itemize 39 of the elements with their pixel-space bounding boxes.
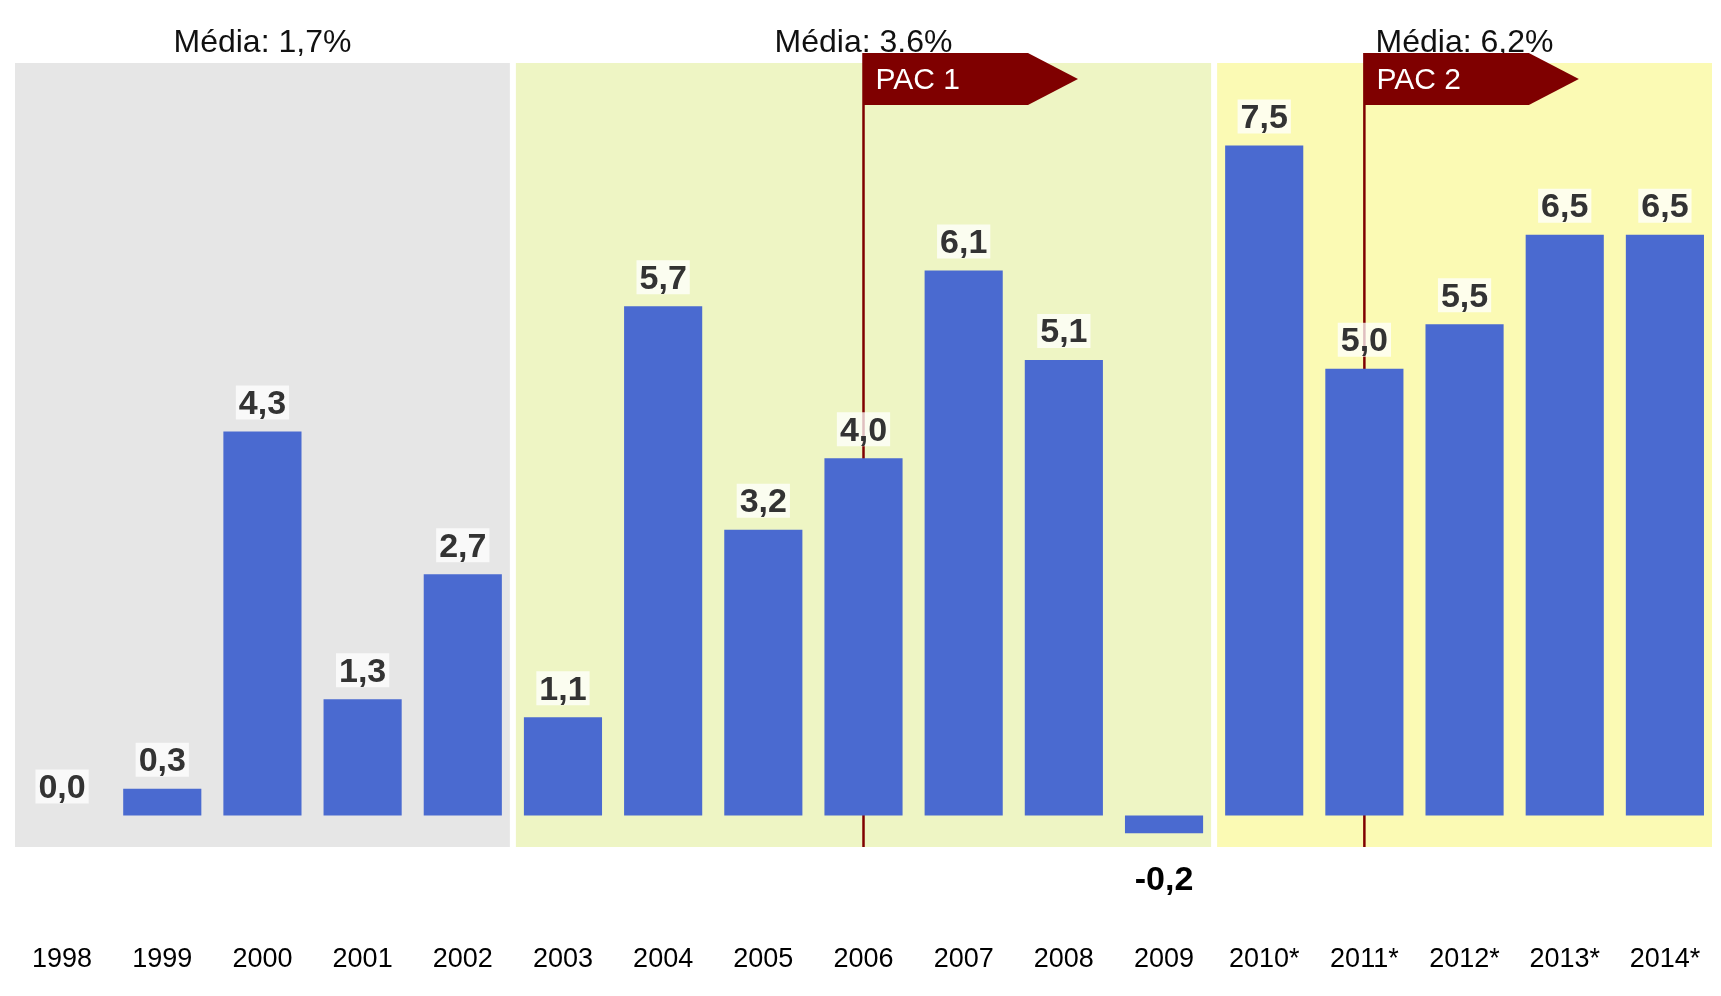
data-label: 5,7	[639, 257, 687, 296]
ref-line-label: PAC 2	[1376, 62, 1461, 96]
x-tick-label: 2013*	[1529, 943, 1601, 974]
x-tick-label: 2008	[1033, 943, 1094, 974]
x-tick-label: 1999	[132, 943, 193, 974]
data-label: 6,1	[940, 221, 988, 260]
data-label: 0,0	[38, 766, 86, 805]
x-tick-label: 2014*	[1629, 943, 1701, 974]
x-tick-label: 2000	[232, 943, 293, 974]
x-tick-label: 2001	[332, 943, 393, 974]
x-tick-label: 2003	[532, 943, 594, 974]
data-label: 4,0	[839, 409, 888, 448]
data-label: 5,0	[1340, 320, 1389, 359]
data-label: 6,5	[1641, 186, 1689, 225]
data-label: -0,2	[1134, 858, 1194, 897]
x-tick-label: 2010*	[1228, 943, 1300, 974]
band-label: Média: 1,7%	[173, 22, 352, 59]
x-tick-label: 2009	[1133, 943, 1195, 974]
x-tick-label: 1998	[32, 943, 93, 974]
data-label: 6,5	[1541, 186, 1589, 225]
x-tick-label: 2012*	[1429, 943, 1501, 974]
x-tick-label: 2006	[833, 943, 894, 974]
data-label: 2,7	[439, 525, 487, 564]
data-label: 0,3	[138, 740, 186, 779]
data-label: 1,1	[539, 668, 587, 707]
data-label: 5,1	[1040, 311, 1088, 350]
data-label: 1,3	[338, 650, 387, 689]
x-tick-label: 2005	[733, 943, 794, 974]
ref-line-label: PAC 1	[875, 62, 960, 96]
x-tick-label: 2011*	[1330, 943, 1400, 974]
data-label: 7,5	[1240, 96, 1288, 135]
data-label: 5,5	[1440, 275, 1489, 314]
data-label: 3,2	[739, 481, 787, 519]
x-tick-label: 2004	[633, 943, 694, 974]
x-tick-label: 2007	[933, 943, 994, 974]
data-label: 4,3	[238, 382, 287, 421]
band-label: Média: 3.6%	[774, 22, 953, 59]
band-label: Média: 6,2%	[1375, 22, 1554, 59]
x-tick-label: 2002	[432, 943, 493, 974]
